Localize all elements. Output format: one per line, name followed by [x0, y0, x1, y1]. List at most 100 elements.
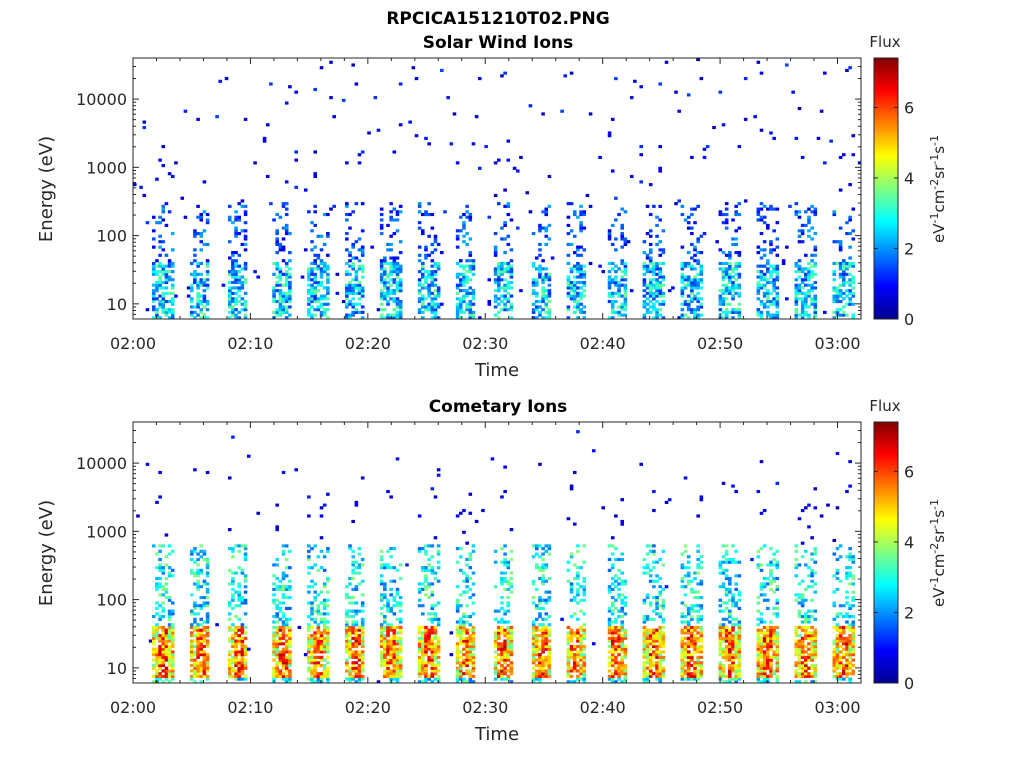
- spectrogram-cell: [639, 145, 643, 149]
- spectrogram-cell: [848, 256, 852, 260]
- spectrogram-cell: [686, 655, 691, 659]
- spectrogram-cell: [243, 210, 248, 214]
- spectrogram-cell: [699, 286, 704, 290]
- spectrogram-cell: [490, 457, 495, 461]
- spectrogram-cell: [655, 264, 659, 268]
- spectrogram-cell: [316, 680, 321, 684]
- spectrogram-cell: [345, 261, 349, 266]
- spectrogram-cell: [243, 666, 248, 670]
- spectrogram-cell: [652, 283, 656, 287]
- spectrogram-cell: [572, 596, 577, 600]
- spectrogram-cell: [199, 571, 204, 575]
- spectrogram-cell: [345, 661, 349, 665]
- spectrogram-cell: [199, 310, 204, 314]
- spectrogram-cell: [696, 658, 700, 662]
- spectrogram-cell: [506, 308, 511, 312]
- spectrogram-cell: [449, 631, 454, 635]
- spectrogram-cell: [189, 677, 194, 681]
- spectrogram-cell: [205, 658, 210, 662]
- spectrogram-cell: [610, 582, 615, 586]
- spectrogram-cell: [534, 647, 539, 651]
- spectrogram-cell: [465, 576, 469, 581]
- spectrogram-cell: [607, 663, 612, 668]
- spectrogram-cell: [848, 66, 852, 70]
- spectrogram-cell: [430, 310, 435, 314]
- spectrogram-cell: [307, 661, 311, 665]
- spectrogram-cell: [170, 549, 175, 553]
- spectrogram-cell: [345, 283, 349, 287]
- spectrogram-cell: [237, 634, 242, 638]
- spectrogram-cell: [661, 642, 666, 646]
- spectrogram-cell: [392, 299, 397, 304]
- spectrogram-cell: [313, 259, 317, 263]
- spectrogram-cell: [398, 576, 403, 581]
- spectrogram-cell: [680, 658, 685, 662]
- spectrogram-cell: [851, 207, 856, 211]
- spectrogram-cell: [357, 609, 362, 613]
- spectrogram-cell: [693, 308, 697, 312]
- spectrogram-cell: [538, 601, 542, 605]
- spectrogram-cell: [360, 625, 365, 630]
- spectrogram-cell: [569, 585, 574, 589]
- spectrogram-cell: [506, 297, 511, 301]
- spectrogram-cell: [167, 617, 172, 621]
- spectrogram-cell: [348, 669, 352, 673]
- spectrogram-cell: [386, 661, 390, 665]
- spectrogram-cell: [683, 264, 688, 268]
- spectrogram-cell: [234, 215, 238, 219]
- spectrogram-cell: [234, 650, 238, 654]
- spectrogram-cell: [392, 256, 397, 260]
- spectrogram-cell: [398, 302, 403, 306]
- spectrogram-cell: [243, 601, 248, 605]
- spectrogram-cell: [351, 653, 355, 657]
- spectrogram-cell: [430, 650, 435, 654]
- spectrogram-cell: [237, 202, 242, 206]
- spectrogram-cell: [227, 650, 232, 654]
- spectrogram-cell: [851, 302, 856, 306]
- spectrogram-cell: [465, 308, 469, 312]
- spectrogram-cell: [398, 289, 403, 293]
- spectrogram-cell: [813, 212, 818, 217]
- spectrogram-cell: [202, 278, 207, 282]
- spectrogram-cell: [617, 310, 621, 314]
- spectrogram-cell: [686, 305, 691, 309]
- spectrogram-cell: [383, 620, 387, 624]
- spectrogram-cell: [326, 666, 330, 670]
- spectrogram-cell: [392, 566, 397, 570]
- spectrogram-cell: [734, 267, 738, 271]
- spectrogram-cell: [645, 631, 650, 635]
- spectrogram-cell: [566, 294, 571, 298]
- spectrogram-cell: [196, 653, 200, 657]
- spectrogram-cell: [658, 557, 662, 562]
- spectrogram-cell: [804, 278, 808, 282]
- spectrogram-cell: [576, 644, 580, 649]
- spectrogram-cell: [842, 153, 846, 157]
- spectrogram-cell: [506, 620, 511, 624]
- spectrogram-cell: [170, 658, 175, 662]
- spectrogram-cell: [607, 585, 612, 589]
- spectrogram-cell: [690, 617, 694, 621]
- spectrogram-cell: [506, 634, 511, 638]
- spectrogram-cell: [322, 642, 327, 646]
- spectrogram-cell: [721, 212, 726, 217]
- spectrogram-cell: [538, 253, 542, 257]
- spectrogram-cell: [610, 620, 615, 624]
- spectrogram-cell: [810, 286, 814, 290]
- spectrogram-cell: [623, 596, 628, 600]
- spectrogram-cell: [161, 286, 166, 290]
- spectrogram-cell: [240, 199, 245, 203]
- spectrogram-cell: [345, 305, 349, 309]
- spectrogram-cell: [468, 253, 473, 257]
- spectrogram-cell: [240, 639, 245, 643]
- spectrogram-cell: [199, 647, 204, 651]
- spectrogram-cell: [351, 650, 355, 654]
- spectrogram-cell: [655, 289, 659, 293]
- spectrogram-cell: [680, 316, 685, 320]
- spectrogram-cell: [167, 612, 172, 616]
- spectrogram-cell: [534, 547, 539, 551]
- spectrogram-cell: [686, 280, 691, 285]
- spectrogram-cell: [718, 653, 723, 657]
- spectrogram-cell: [693, 642, 697, 646]
- spectrogram-cell: [164, 202, 169, 206]
- spectrogram-cell: [161, 601, 166, 605]
